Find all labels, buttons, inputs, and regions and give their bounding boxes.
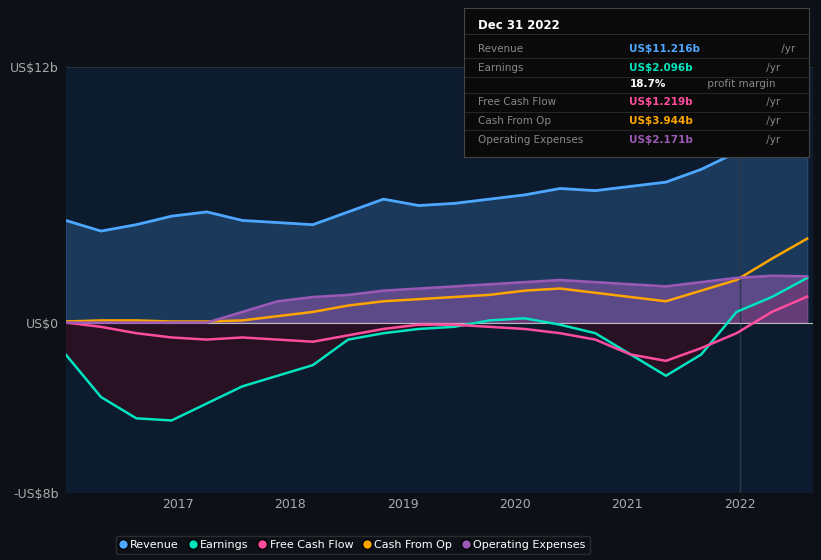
Text: /yr: /yr <box>763 134 780 144</box>
Text: /yr: /yr <box>763 116 780 126</box>
Text: profit margin: profit margin <box>704 79 775 89</box>
Text: Revenue: Revenue <box>478 44 523 54</box>
Text: Operating Expenses: Operating Expenses <box>478 134 583 144</box>
Text: US$2.171b: US$2.171b <box>630 134 693 144</box>
Text: 18.7%: 18.7% <box>630 79 666 89</box>
Text: Dec 31 2022: Dec 31 2022 <box>478 19 559 32</box>
Text: Cash From Op: Cash From Op <box>478 116 551 126</box>
Legend: Revenue, Earnings, Free Cash Flow, Cash From Op, Operating Expenses: Revenue, Earnings, Free Cash Flow, Cash … <box>116 535 590 554</box>
Text: US$11.216b: US$11.216b <box>630 44 700 54</box>
Text: /yr: /yr <box>763 97 780 108</box>
Text: /yr: /yr <box>763 63 780 73</box>
Text: US$1.219b: US$1.219b <box>630 97 693 108</box>
Text: /yr: /yr <box>777 44 795 54</box>
Text: Free Cash Flow: Free Cash Flow <box>478 97 556 108</box>
Text: Earnings: Earnings <box>478 63 523 73</box>
Text: US$2.096b: US$2.096b <box>630 63 693 73</box>
Text: US$3.944b: US$3.944b <box>630 116 693 126</box>
